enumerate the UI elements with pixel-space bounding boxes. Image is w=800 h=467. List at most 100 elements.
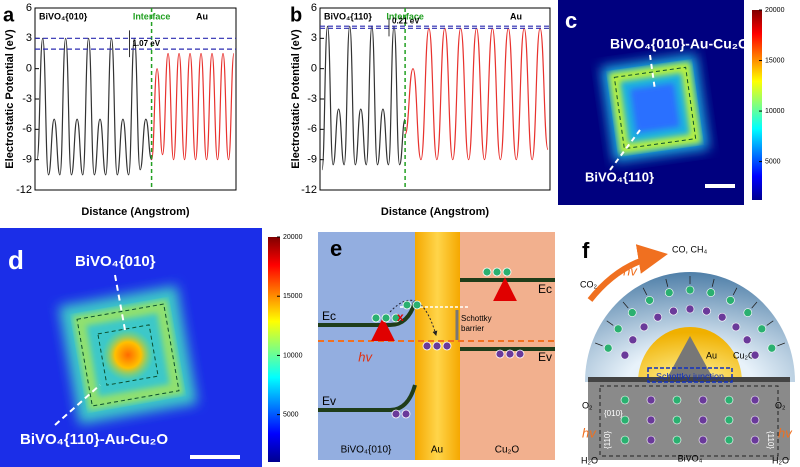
gas-label: O₂ <box>775 400 786 410</box>
region-label: Au <box>510 11 522 21</box>
water-label: H₂O <box>581 455 598 465</box>
panel-label: d <box>8 245 24 275</box>
electron <box>627 308 637 317</box>
electron <box>724 415 734 425</box>
y-tick-label: -12 <box>301 184 317 196</box>
hole <box>698 435 708 445</box>
y-tick-label: -9 <box>307 154 317 166</box>
y-tick-label: -3 <box>22 93 32 105</box>
hole <box>653 312 663 322</box>
photon-label: hv <box>582 425 597 440</box>
y-tick-label: -9 <box>22 154 32 166</box>
junction-label: Schottky junction <box>656 371 724 381</box>
colorbar-tick-label: 10000 <box>283 352 303 359</box>
panel-label: a <box>3 4 15 26</box>
y-axis-label: Electrostatic Potential (eV) <box>4 29 16 169</box>
base-label: BiVO₄ <box>678 453 703 463</box>
flow-arrow <box>711 278 715 287</box>
hole <box>731 322 741 332</box>
band-label: Ec <box>538 282 552 296</box>
hole <box>750 415 760 425</box>
band-label: Ev <box>538 350 552 364</box>
panel-label: e <box>330 236 342 261</box>
hole <box>639 322 649 332</box>
hole <box>742 335 752 345</box>
electron <box>724 395 734 405</box>
water-label: H₂O <box>772 455 789 465</box>
photon-label: hv <box>623 263 638 278</box>
electron <box>757 324 767 334</box>
electron <box>672 395 682 405</box>
au-label: Au <box>706 350 717 360</box>
plot-frame <box>34 7 237 191</box>
mechanism-diagram: hv CO, CH₄ CO₂ Au Cu₂O O₂ O₂ Schottky ju… <box>580 244 795 465</box>
y-tick-label: -6 <box>307 123 317 135</box>
electron <box>620 435 630 445</box>
hole <box>685 304 695 314</box>
flow-arrow <box>595 342 603 347</box>
y-tick-label: -3 <box>307 93 317 105</box>
potential-line <box>321 25 406 171</box>
electron <box>724 435 734 445</box>
panel-label: f <box>582 238 590 263</box>
image-label: BiVO₄{110}-Au-Cu₂O <box>20 431 168 448</box>
band-label: Ev <box>322 394 336 408</box>
electron <box>645 295 654 305</box>
hole <box>646 435 656 445</box>
hole <box>669 306 678 316</box>
hole <box>698 395 708 405</box>
hole <box>646 395 656 405</box>
y-tick-label: 6 <box>26 2 32 14</box>
interface-label: Interface <box>133 11 171 21</box>
electron <box>743 308 753 317</box>
hole <box>620 350 630 360</box>
y-tick-label: 0 <box>311 63 317 75</box>
image-label: BiVO₄{010}-Au-Cu₂O <box>610 36 749 52</box>
electron <box>620 395 630 405</box>
y-tick-label: 6 <box>311 2 317 14</box>
hole <box>702 306 711 316</box>
hole <box>750 350 760 360</box>
electron <box>726 295 735 305</box>
product-label: CO, CH₄ <box>672 244 708 254</box>
flow-arrow <box>777 342 785 347</box>
region-label: Cu₂O <box>495 445 520 456</box>
gap-label: 0.21 eV <box>392 16 420 25</box>
barrier-label: barrier <box>461 324 484 333</box>
region-label: BiVO₄{010} <box>39 11 88 21</box>
colorbar-tick-label: 20000 <box>283 234 303 241</box>
y-tick-label: -6 <box>22 123 32 135</box>
hole <box>717 312 727 322</box>
hole <box>750 395 760 405</box>
hole <box>646 415 656 425</box>
y-axis-label: Electrostatic Potential (eV) <box>290 29 302 169</box>
facet-label: {110} <box>766 431 775 449</box>
electron <box>672 435 682 445</box>
electron <box>767 343 777 353</box>
x-axis-label: Distance (Angstrom) <box>81 206 190 218</box>
potential-line <box>36 37 153 176</box>
y-tick-label: -12 <box>16 184 32 196</box>
flow-arrow <box>665 278 669 287</box>
electron <box>603 343 613 353</box>
electron <box>685 285 695 295</box>
colorbar-tick-label: 15000 <box>765 57 785 64</box>
barrier-label: Schottky <box>461 314 492 323</box>
region-label: Au <box>196 11 208 21</box>
y-tick-label: 3 <box>311 32 317 44</box>
blocked-mark: x <box>397 310 404 324</box>
interface-label: Interface <box>386 11 424 21</box>
flow-arrow <box>642 287 648 296</box>
colorbar-tick-label: 10000 <box>765 108 785 115</box>
colorbar-tick-label: 20000 <box>765 7 785 14</box>
image-label: BiVO₄{010} <box>75 253 156 270</box>
hole <box>698 415 708 425</box>
gap-label: 1.07 eV <box>132 39 160 48</box>
electron <box>620 415 630 425</box>
heatmap-c <box>558 0 762 205</box>
colorbar-tick-label: 5000 <box>765 158 781 165</box>
hole <box>750 435 760 445</box>
colorbar-tick-label: 5000 <box>283 411 299 418</box>
gas-label: O₂ <box>582 400 593 410</box>
